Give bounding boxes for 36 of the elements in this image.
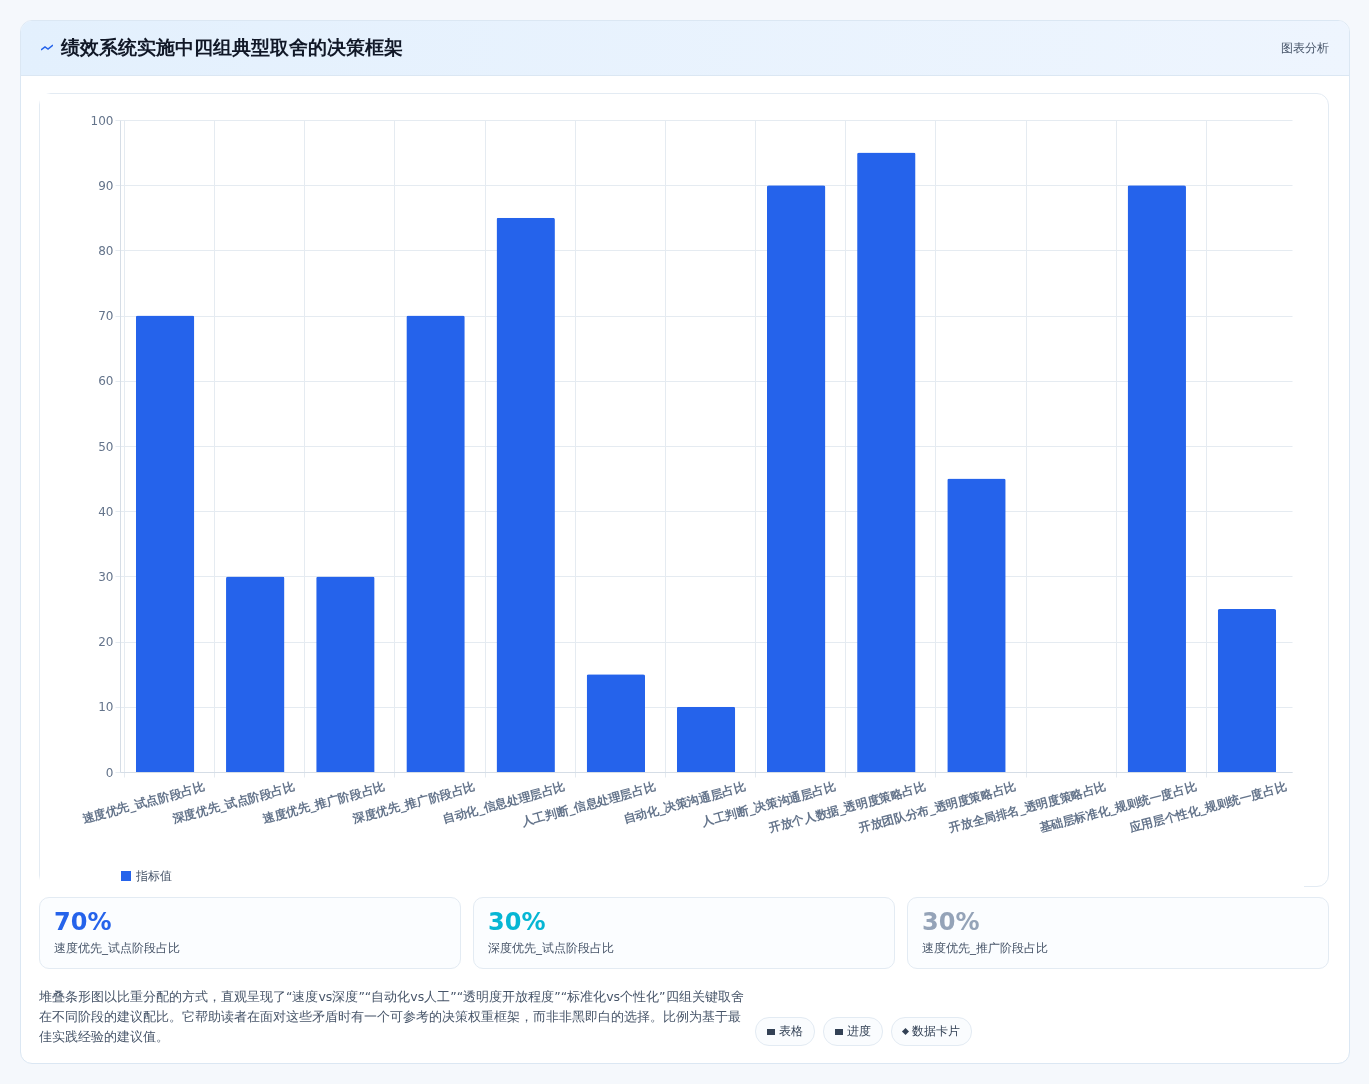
bar bbox=[316, 576, 375, 772]
bar bbox=[857, 152, 916, 772]
bar bbox=[1127, 185, 1186, 772]
bar bbox=[766, 185, 826, 772]
y-tick-label: 10 bbox=[98, 700, 114, 715]
text: 70% bbox=[54, 908, 113, 936]
bar bbox=[406, 315, 465, 772]
bar bbox=[135, 315, 195, 772]
bar bbox=[947, 478, 1006, 772]
bar bbox=[586, 674, 646, 772]
y-tick-label: 80 bbox=[98, 243, 114, 258]
bar bbox=[496, 217, 555, 772]
text: 堆叠条形图以比重分配的方式，直观呈现了“速度vs深度”“自动化vs人工”“透明度开放程度”“标准化vs个性化”四组关键取舍在不同阶段的建议配比。它帮助读者在面对这些矛盾时有一个可参考的决策权重框架，而非非黑即白的选择。比例为基于最佳实践经验的建议值。 bbox=[39, 988, 744, 1046]
y-tick-label: 50 bbox=[98, 439, 114, 454]
bar bbox=[676, 706, 736, 772]
legend-label: 指标值 bbox=[135, 869, 172, 883]
text: 进度 bbox=[847, 1024, 871, 1039]
text: 速度优先_试点阶段占比 bbox=[54, 940, 181, 957]
text: 30% bbox=[922, 908, 981, 936]
text: 图表分析 bbox=[1281, 39, 1329, 57]
y-tick-label: 70 bbox=[98, 309, 114, 324]
chart-title: 绩效系统实施中四组典型取舍的决策框架 bbox=[61, 35, 403, 60]
y-tick-label: 40 bbox=[98, 504, 114, 519]
y-tick-label: 30 bbox=[98, 569, 114, 584]
text: 表格 bbox=[779, 1024, 803, 1039]
bar bbox=[226, 576, 285, 772]
y-tick-label: 0 bbox=[105, 765, 114, 780]
text: 30% bbox=[488, 908, 547, 936]
y-tick-label: 60 bbox=[98, 374, 114, 389]
y-tick-label: 90 bbox=[98, 178, 114, 193]
bar bbox=[1217, 609, 1277, 772]
text: 数据卡片 bbox=[912, 1024, 960, 1039]
y-tick-label: 20 bbox=[98, 635, 114, 650]
text: 速度优先_推广阶段占比 bbox=[922, 940, 1049, 957]
text: 深度优先_试点阶段占比 bbox=[488, 940, 615, 957]
y-tick-label: 100 bbox=[90, 113, 114, 128]
